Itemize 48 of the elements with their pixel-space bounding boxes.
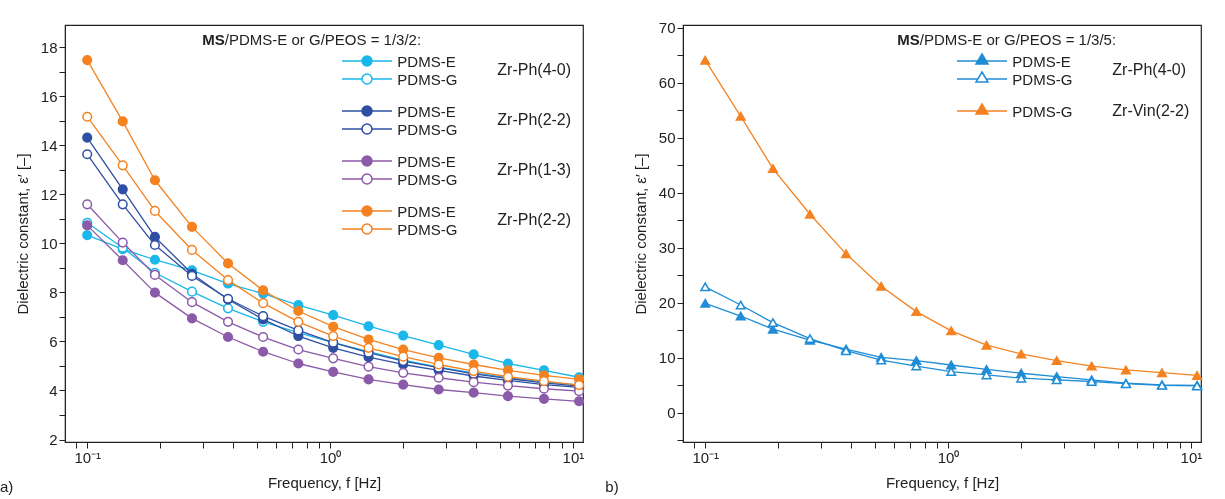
y-tick-label: 4 [49,381,58,399]
y-tick-label: 10 [658,349,676,367]
legend-label: PDMS-G [1012,70,1073,88]
annotation: Zr-Ph(1-3) [497,161,572,180]
x-tick-label: 10⁻¹ [74,448,102,466]
y-tick-label: 30 [658,239,676,257]
y-axis-title: Dielectric constant, ε′ [–] [13,153,31,315]
y-tick-label: 6 [49,332,58,350]
x-axis-title: Frequency, f [Hz] [885,473,1000,491]
y-tick-label: 70 [658,19,676,37]
y-tick-label: 2 [49,431,58,449]
y-tick-label: 18 [40,38,58,56]
x-tick-label: 10¹ [1180,448,1203,466]
legend-title: MS/PDMS-E or G/PEOS = 1/3/2: [202,31,423,49]
x-tick-label: 10⁻¹ [692,448,720,466]
y-tick-label: 8 [49,283,58,301]
legend-label: PDMS-G [1012,102,1073,120]
annotation: Zr-Ph(2-2) [497,111,572,130]
y-tick-label: 60 [658,74,676,92]
y-tick-label: 16 [40,87,58,105]
legend-label: PDMS-E [1012,52,1071,70]
x-axis-title: Frequency, f [Hz] [267,473,382,491]
x-tick-label: 10⁰ [937,448,960,466]
y-tick-label: 20 [658,294,676,312]
text: b) [605,478,619,496]
legend-title: MS/PDMS-E or G/PEOS = 1/3/5: [897,31,1118,49]
annotation: Zr-Ph(2-2) [497,211,572,230]
legend-label: PDMS-G [397,220,458,238]
legend-label: PDMS-G [397,120,458,138]
y-tick-label: 40 [658,184,676,202]
y-axis-title: Dielectric constant, ε′ [–] [631,153,649,315]
y-tick-label: 50 [658,129,676,147]
y-tick-label: 0 [667,404,676,422]
y-tick-label: 10 [40,234,58,252]
legend-label: PDMS-E [397,152,456,170]
legend-label: PDMS-E [397,52,456,70]
x-tick-label: 10¹ [562,448,585,466]
legend-label: PDMS-E [397,202,456,220]
x-tick-label: 10⁰ [319,448,342,466]
legend-label: PDMS-E [397,102,456,120]
y-tick-label: 12 [40,185,58,203]
legend-label: PDMS-G [397,70,458,88]
annotation: Zr-Vin(2-2) [1112,102,1190,121]
y-tick-label: 14 [40,136,58,154]
annotation: Zr-Ph(4-0) [497,61,572,80]
text: a) [0,478,14,496]
annotation: Zr-Ph(4-0) [1112,61,1187,80]
legend-label: PDMS-G [397,170,458,188]
